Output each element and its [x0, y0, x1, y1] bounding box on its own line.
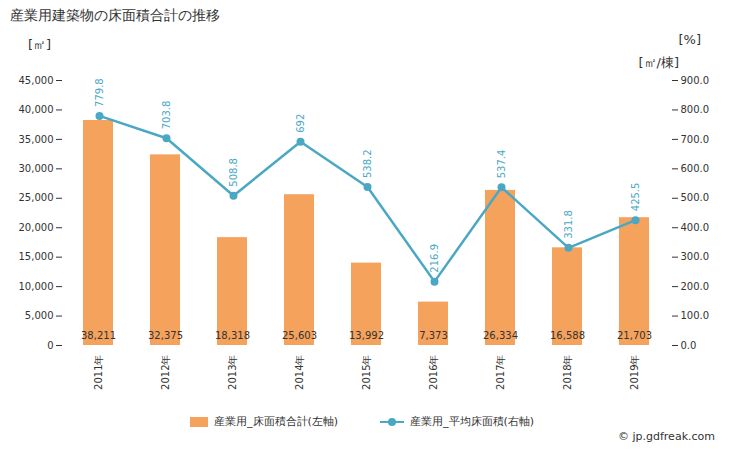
html-text:産業用建築物の床面積合計の推移: 産業用建築物の床面積合計の推移	[10, 7, 220, 23]
svg-text:2011年: 2011年	[93, 355, 104, 390]
svg-text:35,000: 35,000	[19, 134, 54, 145]
svg-text:537.4: 537.4	[496, 150, 507, 179]
svg-text:400.0: 400.0	[681, 222, 710, 233]
svg-text:18,318: 18,318	[215, 330, 250, 341]
svg-text:2018年: 2018年	[562, 355, 573, 390]
svg-text:0: 0	[47, 340, 53, 351]
svg-text:21,703: 21,703	[617, 330, 652, 341]
svg-text:508.8: 508.8	[228, 158, 239, 187]
svg-text:16,588: 16,588	[550, 330, 585, 341]
svg-text:25,000: 25,000	[19, 192, 54, 203]
svg-text:300.0: 300.0	[681, 251, 710, 262]
svg-text:2012年: 2012年	[160, 355, 171, 390]
svg-text:2014年: 2014年	[294, 355, 305, 390]
html-text:© jp.gdfreak.com: © jp.gdfreak.com	[618, 430, 715, 443]
svg-text:2013年: 2013年	[227, 355, 238, 390]
svg-text:331.8: 331.8	[563, 210, 574, 239]
html-text:産業用_平均床面積(右軸): 産業用_平均床面積(右軸)	[410, 415, 535, 428]
svg-text:2017年: 2017年	[495, 355, 506, 390]
svg-text:2015年: 2015年	[361, 355, 372, 390]
svg-text:900.0: 900.0	[681, 75, 710, 86]
svg-text:100.0: 100.0	[681, 310, 710, 321]
svg-text:15,000: 15,000	[19, 251, 54, 262]
svg-text:38,211: 38,211	[81, 330, 116, 341]
svg-text:20,000: 20,000	[19, 222, 54, 233]
svg-text:40,000: 40,000	[19, 104, 54, 115]
svg-text:779.8: 779.8	[94, 78, 105, 107]
html-text:産業用_床面積合計(左軸): 産業用_床面積合計(左軸)	[214, 415, 339, 428]
svg-text:800.0: 800.0	[681, 104, 710, 115]
svg-text:500.0: 500.0	[681, 192, 710, 203]
svg-text:5,000: 5,000	[25, 310, 54, 321]
svg-text:45,000: 45,000	[19, 75, 54, 86]
svg-text:26,334: 26,334	[483, 330, 518, 341]
svg-text:700.0: 700.0	[681, 134, 710, 145]
svg-text:0.0: 0.0	[681, 340, 697, 351]
svg-text:2016年: 2016年	[428, 355, 439, 390]
svg-text:692: 692	[295, 114, 306, 133]
svg-text:32,375: 32,375	[148, 330, 183, 341]
svg-text:7,373: 7,373	[419, 330, 448, 341]
html-text:[㎡/棟]: [㎡/棟]	[638, 55, 679, 70]
svg-text:10,000: 10,000	[19, 281, 54, 292]
svg-text:600.0: 600.0	[681, 163, 710, 174]
svg-text:13,992: 13,992	[349, 330, 384, 341]
svg-text:25,603: 25,603	[282, 330, 317, 341]
svg-text:216.9: 216.9	[429, 244, 440, 273]
svg-text:30,000: 30,000	[19, 163, 54, 174]
svg-text:538.2: 538.2	[362, 149, 373, 178]
svg-text:200.0: 200.0	[681, 281, 710, 292]
svg-text:703.8: 703.8	[161, 101, 172, 130]
svg-text:425.5: 425.5	[630, 183, 641, 212]
svg-text:2019年: 2019年	[629, 355, 640, 390]
